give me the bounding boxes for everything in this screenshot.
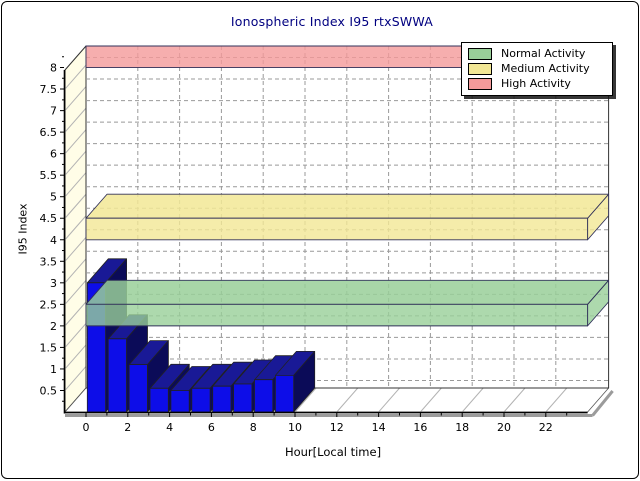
bar-front [233,383,253,413]
wall-gridline [64,258,87,284]
wall-gridline [64,86,87,111]
x-tick-label: 2 [124,421,131,434]
x-tick-label: 16 [413,421,427,434]
y-tick-label: 6.5 [40,126,58,139]
x-tick-label: 12 [330,421,344,434]
wall-gridline [64,107,87,133]
floor-gridline [420,387,442,413]
y-axis-title: I95 Index [16,203,30,255]
floor-gridline [378,387,400,413]
bar-front [149,387,169,413]
y-tick-label: 4 [50,234,57,247]
wall-gridline [64,366,87,391]
floor-gridline [294,387,317,413]
x-tick-label: 0 [83,421,90,434]
bar-front [107,338,127,413]
x-tick-label: 10 [288,421,302,434]
wall-gridline [64,215,87,241]
bar-front [128,364,148,413]
legend-item-label: High Activity [501,77,571,90]
bar-front [274,374,295,413]
legend: Normal Activity Medium Activity High Activ… [461,42,613,96]
wall-gridline [64,129,87,154]
x-tick-label: 18 [455,421,469,434]
x-tick-label: 20 [497,421,511,434]
y-tick-label: 3.5 [40,255,58,268]
bar-front [212,385,232,413]
y-tick-label: 8 [50,62,57,75]
band-topface [85,279,610,305]
y-tick-label: 7.5 [40,83,58,96]
legend-item: Medium Activity [468,61,606,76]
band-topface [85,193,610,219]
x-axis-title: Hour[Local time] [284,445,382,459]
y-tick-label: 7 [50,105,57,118]
wall-gridline [64,193,87,219]
wall-gridline [64,301,87,327]
wall-gridline [64,172,87,198]
y-tick-label: 5.5 [40,169,58,182]
x-tick-label: 22 [539,421,553,434]
bar-front [191,387,211,413]
legend-swatch-icon [468,47,492,60]
legend-item: High Activity [468,76,606,91]
floor-gridline [336,387,359,413]
y-tick-label: 2.5 [40,298,58,311]
x-tick-label: 6 [208,421,215,434]
legend-item: Normal Activity [468,46,606,61]
y-tick-label: 4.5 [40,212,58,225]
x-tick-label: 4 [166,421,173,434]
wall-gridline [64,323,87,348]
wall-gridline [64,344,87,370]
bar-front [170,390,190,413]
legend-swatch-icon [468,62,492,75]
band-front [85,303,589,327]
y-tick-label: 0.5 [40,384,58,397]
chart-title: Ionospheric Index I95 rtxSWWA [230,14,434,29]
wall-gridline [64,280,87,305]
x-tick-label: 14 [372,421,386,434]
legend-item-label: Medium Activity [501,62,590,75]
y-tick-label: 1.5 [40,341,58,354]
wall-gridline [64,64,87,90]
y-tick-label: 5 [50,191,57,204]
floor-gridline [461,387,484,413]
floor-gridline [545,387,568,413]
bar-front [254,379,274,413]
wall-gridline [64,150,87,176]
floor-gridline [503,387,526,413]
y-tick-label: 2 [50,320,57,333]
band-front [85,217,589,241]
legend-swatch-icon [468,77,492,90]
x-tick-label: 8 [250,421,257,434]
wall-gridline [64,236,87,262]
y-tick-label: 3 [50,277,57,290]
y-tick-label: 1 [50,363,57,376]
legend-item-label: Normal Activity [501,47,586,60]
y-tick-label: 6 [50,148,57,161]
shelf-corner [591,390,614,417]
